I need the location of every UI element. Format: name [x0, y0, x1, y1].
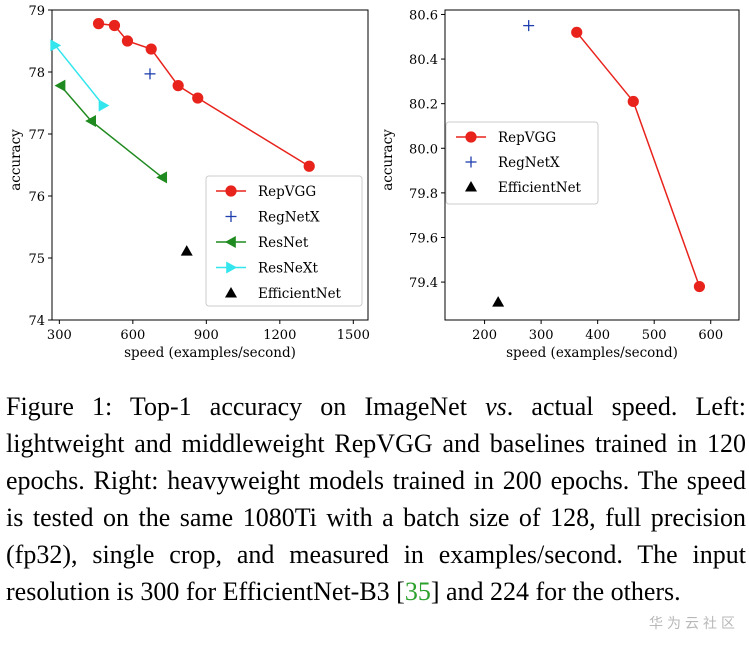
- efficientnet-point: [492, 296, 505, 307]
- legend: RepVGG RegNetX ResNet ResNeXt EfficientNet: [205, 175, 363, 307]
- resnext-line: [54, 44, 105, 106]
- series-efficientnet: [492, 296, 505, 307]
- legend-label: RepVGG: [498, 130, 556, 146]
- caption-part-1: Figure 1: Top-1 accuracy on ImageNet: [6, 392, 486, 421]
- y-tick-label: 79.8: [409, 187, 438, 202]
- x-tick-label: 200: [472, 328, 497, 343]
- repvgg-point: [108, 19, 121, 32]
- legend-label: RegNetX: [258, 210, 320, 226]
- legend-label: RegNetX: [498, 155, 560, 171]
- legend-item-regnetx: RegNetX: [465, 155, 560, 171]
- x-axis-label: speed (examples/second): [124, 345, 296, 361]
- legend-label: RepVGG: [258, 184, 316, 200]
- resnext-point: [50, 39, 62, 52]
- regnetx-point: [523, 20, 535, 32]
- legend-item-efficientnet: EfficientNet: [225, 286, 342, 302]
- plot-frame: [51, 9, 369, 321]
- resnext-point: [98, 99, 110, 112]
- repvgg-point: [121, 35, 134, 47]
- left-chart: 300 600 900 1200 1500 74 75 76 77 78 79 speed (exam…: [8, 4, 370, 361]
- watermark: 华为云社区: [649, 616, 739, 632]
- repvgg-point: [627, 95, 639, 108]
- x-tick-label: 300: [47, 328, 72, 343]
- repvgg-point: [571, 26, 583, 38]
- series-regnetx: [144, 68, 156, 80]
- legend-marker: [465, 131, 477, 143]
- repvgg-point: [303, 160, 315, 172]
- y-tick-label: 78: [28, 66, 45, 81]
- y-tick-label: 75: [28, 252, 45, 267]
- legend-item-repvgg: RepVGG: [216, 184, 316, 200]
- series-efficientnet: [180, 245, 193, 256]
- x-axis-label: speed (examples/second): [506, 345, 678, 361]
- x-tick-label: 400: [585, 328, 610, 343]
- figure-caption: Figure 1: Top-1 accuracy on ImageNet vs.…: [6, 388, 746, 610]
- y-tick-label: 76: [28, 190, 45, 205]
- citation-link[interactable]: 35: [404, 577, 431, 606]
- legend-marker: [226, 261, 237, 274]
- legend-label: EfficientNet: [498, 180, 582, 196]
- resnet-line: [60, 85, 163, 178]
- legend-marker: [225, 236, 236, 248]
- legend-label: ResNet: [258, 235, 309, 251]
- repvgg-point: [693, 280, 706, 293]
- legend-label: ResNeXt: [258, 261, 318, 277]
- legend-marker: [225, 287, 237, 298]
- repvgg-point: [172, 80, 184, 92]
- legend-item-resnext: ResNeXt: [216, 261, 318, 277]
- y-tick-label: 74: [28, 314, 45, 329]
- plot-frame: [444, 9, 740, 321]
- legend-item-regnetx: RegNetX: [225, 210, 320, 226]
- y-axis-label: accuracy: [8, 129, 24, 191]
- y-tick-label: 80.0: [409, 142, 438, 157]
- x-tick-label: 1200: [263, 328, 296, 343]
- series-regnetx: [523, 20, 535, 32]
- legend-item-resnet: ResNet: [216, 235, 309, 251]
- resnet-point: [54, 79, 66, 92]
- resnet-point: [85, 114, 96, 127]
- legend-item-repvgg: RepVGG: [456, 130, 556, 146]
- efficientnet-point: [180, 245, 193, 256]
- x-tick-label: 600: [120, 328, 145, 343]
- legend-marker: [465, 181, 477, 192]
- y-tick-label: 79.4: [409, 276, 438, 291]
- caption-part-4: ] and 224 for the others.: [430, 577, 681, 606]
- y-tick-label: 80.4: [409, 53, 438, 68]
- legend-marker: [465, 156, 477, 168]
- legend-box: [205, 175, 363, 307]
- y-axis-label: accuracy: [380, 129, 396, 191]
- x-tick-label: 300: [529, 328, 554, 343]
- legend-marker: [225, 185, 237, 197]
- regnetx-point: [144, 68, 156, 80]
- series-resnext: [50, 39, 110, 112]
- legend-box: [445, 121, 599, 205]
- x-tick-label: 600: [698, 328, 723, 343]
- legend-label: EfficientNet: [258, 286, 342, 302]
- series-repvgg: [571, 26, 706, 293]
- x-tick-label: 1500: [337, 328, 370, 343]
- resnet-point: [156, 171, 168, 184]
- y-tick-label: 79.6: [409, 231, 438, 246]
- x-tick-label: 900: [194, 328, 219, 343]
- y-tick-label: 80.6: [409, 8, 438, 23]
- caption-vs: vs: [485, 392, 507, 421]
- repvgg-point: [145, 43, 157, 55]
- x-tick-label: 500: [642, 328, 667, 343]
- repvgg-point: [92, 18, 105, 30]
- series-repvgg: [92, 18, 315, 172]
- y-tick-label: 80.2: [409, 98, 438, 113]
- right-chart: 200 300 400 500 600 79.4 79.6 79.8 80.0 80.2 80.4 8…: [380, 8, 740, 361]
- y-tick-label: 77: [28, 128, 45, 143]
- series-resnet: [54, 79, 168, 184]
- y-tick-label: 79: [28, 4, 45, 19]
- legend-item-efficientnet: EfficientNet: [465, 180, 582, 196]
- caption-part-3: . actual speed. Left: lightweight and mi…: [6, 392, 746, 606]
- legend-marker: [225, 211, 237, 222]
- repvgg-point: [192, 92, 204, 104]
- legend: RepVGG RegNetX EfficientNet: [445, 121, 599, 205]
